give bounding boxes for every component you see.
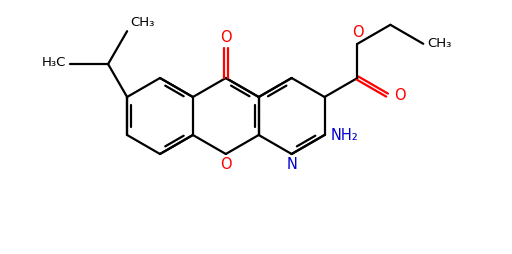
Text: CH₃: CH₃ bbox=[428, 37, 452, 50]
Text: CH₃: CH₃ bbox=[130, 16, 155, 29]
Text: O: O bbox=[220, 157, 231, 172]
Text: H₃C: H₃C bbox=[41, 56, 66, 69]
Text: NH₂: NH₂ bbox=[331, 128, 358, 142]
Text: O: O bbox=[394, 88, 406, 103]
Text: O: O bbox=[220, 30, 231, 45]
Text: O: O bbox=[352, 25, 364, 40]
Text: N: N bbox=[286, 157, 297, 172]
